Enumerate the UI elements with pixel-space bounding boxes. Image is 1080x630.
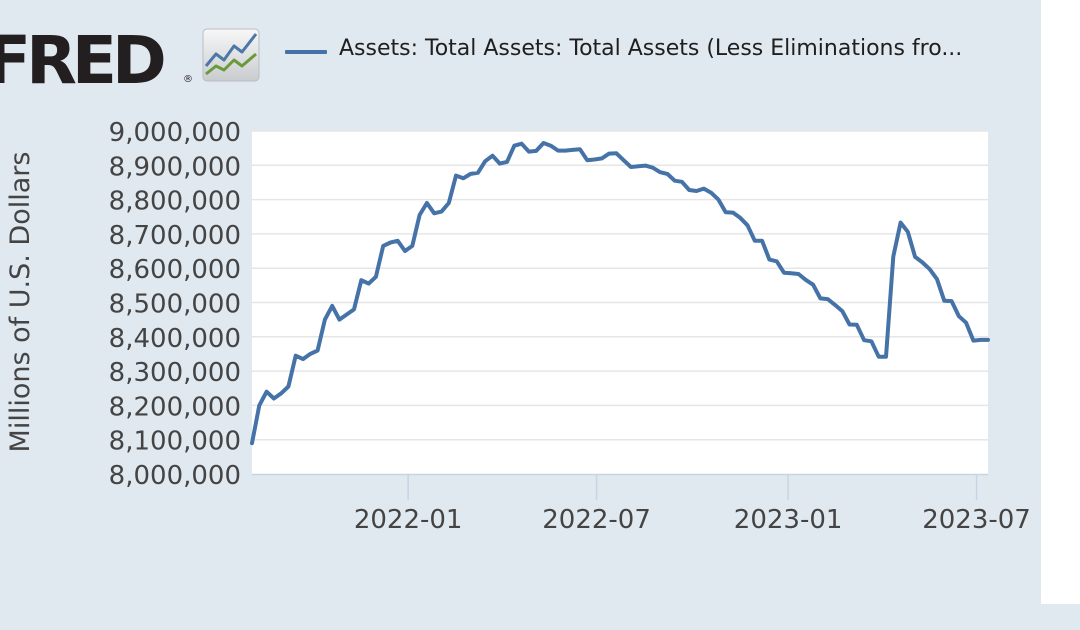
gridlines: [252, 130, 988, 441]
x-tick-label: 2023-07: [922, 505, 1031, 535]
y-axis-label: Millions of U.S. Dollars: [5, 152, 36, 453]
series-line[interactable]: [250, 141, 990, 446]
x-tick-label: 2022-07: [542, 505, 651, 535]
x-axis-ticks: [407, 474, 978, 500]
y-tick-label: 8,900,000: [109, 152, 241, 182]
registered-trademark-mark: ®: [183, 74, 193, 85]
right-margin-strip: [1041, 0, 1080, 604]
x-tick-label: 2022-01: [354, 505, 463, 535]
y-tick-label: 8,800,000: [109, 187, 241, 217]
y-tick-label: 9,000,000: [109, 118, 241, 148]
y-tick-label: 8,600,000: [109, 255, 241, 285]
y-tick-label: 8,000,000: [109, 461, 241, 491]
y-tick-label: 8,400,000: [109, 324, 241, 354]
fred-graph-icon: [202, 28, 260, 82]
y-tick-label: 8,300,000: [109, 358, 241, 388]
y-tick-label: 8,500,000: [109, 290, 241, 320]
y-tick-label: 8,200,000: [109, 392, 241, 422]
x-axis-tick-labels: 2022-01 2022-07 2023-01 2023-07: [354, 505, 1031, 535]
fred-logo[interactable]: FRED: [0, 22, 167, 99]
series-layer: [250, 141, 990, 446]
y-tick-label: 8,100,000: [109, 427, 241, 457]
legend-series-label: Assets: Total Assets: Total Assets (Less…: [339, 36, 963, 61]
chart-header: FRED ® Assets: Total Assets: Total Asset…: [0, 18, 1041, 96]
x-tick-label: 2023-01: [734, 505, 843, 535]
legend-swatch: [285, 50, 327, 54]
y-axis-tick-labels: 8,000,000 8,100,000 8,200,000 8,300,000 8,40…: [109, 118, 241, 491]
y-tick-label: 8,700,000: [109, 221, 241, 251]
